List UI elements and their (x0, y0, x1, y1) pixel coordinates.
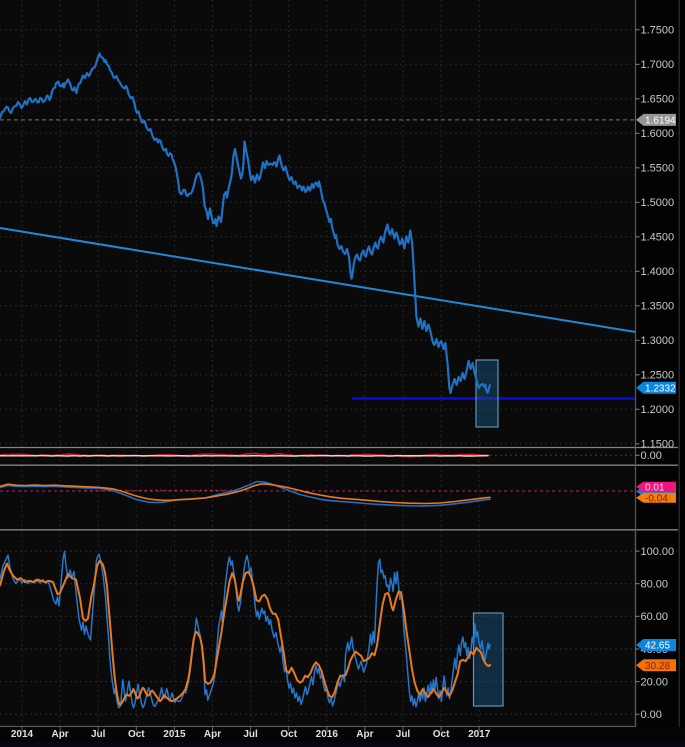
svg-text:1.3000: 1.3000 (641, 335, 675, 347)
svg-text:-0.04: -0.04 (645, 493, 668, 504)
svg-text:2015: 2015 (163, 729, 186, 740)
svg-text:80.00: 80.00 (641, 579, 669, 591)
svg-text:1.5000: 1.5000 (641, 197, 675, 209)
svg-text:0.00: 0.00 (641, 709, 662, 721)
svg-text:Apr: Apr (204, 729, 221, 740)
svg-text:Jul: Jul (396, 729, 411, 740)
svg-text:1.3500: 1.3500 (641, 301, 675, 313)
svg-text:1.2500: 1.2500 (641, 370, 675, 382)
svg-text:Jul: Jul (243, 729, 258, 740)
svg-text:Apr: Apr (51, 729, 68, 740)
svg-text:1.2332: 1.2332 (645, 383, 676, 394)
svg-text:1.6194: 1.6194 (645, 116, 676, 127)
svg-text:1.6500: 1.6500 (641, 94, 675, 106)
svg-text:1.2000: 1.2000 (641, 404, 675, 416)
svg-text:20.00: 20.00 (641, 676, 669, 688)
svg-text:1.5500: 1.5500 (641, 163, 675, 175)
svg-text:Jul: Jul (91, 729, 106, 740)
svg-text:1.7000: 1.7000 (641, 59, 675, 71)
svg-text:1.1500: 1.1500 (641, 439, 675, 451)
svg-text:Apr: Apr (356, 729, 373, 740)
svg-text:Oct: Oct (433, 729, 450, 740)
svg-text:30.28: 30.28 (645, 661, 670, 672)
svg-text:100.00: 100.00 (641, 546, 675, 558)
svg-text:1.6000: 1.6000 (641, 128, 675, 140)
svg-text:1.7500: 1.7500 (641, 25, 675, 37)
svg-text:60.00: 60.00 (641, 611, 669, 623)
svg-text:0.00: 0.00 (641, 450, 662, 462)
svg-text:2016: 2016 (316, 729, 339, 740)
svg-text:Oct: Oct (280, 729, 297, 740)
svg-text:Oct: Oct (128, 729, 145, 740)
svg-text:2017: 2017 (468, 729, 491, 740)
svg-text:2014: 2014 (11, 729, 34, 740)
svg-text:1.4000: 1.4000 (641, 266, 675, 278)
svg-text:42.65: 42.65 (645, 641, 670, 652)
svg-text:0.01: 0.01 (645, 482, 665, 493)
svg-text:1.4500: 1.4500 (641, 232, 675, 244)
